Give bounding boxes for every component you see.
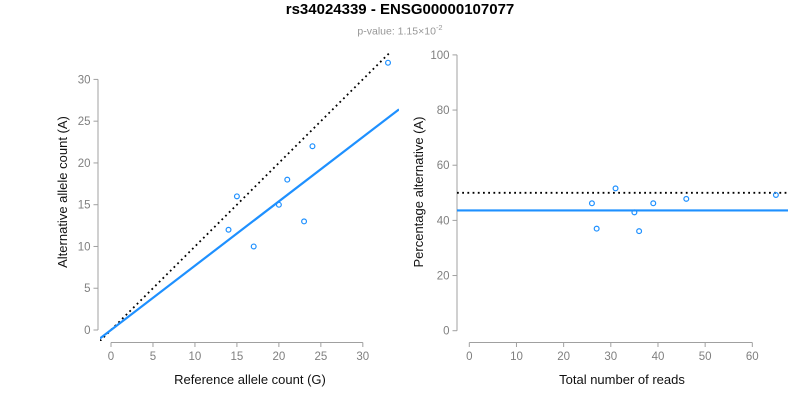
y-tick-label: 10 xyxy=(78,241,91,253)
data-point xyxy=(275,201,282,208)
x-tick-label: 0 xyxy=(108,351,114,363)
p-value-mantissa: 1.15 xyxy=(397,25,419,38)
p-value-base: 10 xyxy=(424,25,436,38)
y-tick-label: 20 xyxy=(78,158,91,170)
right-x-axis-title: Total number of reads xyxy=(559,372,685,387)
x-tick-label: 10 xyxy=(510,351,523,363)
x-tick-label: 50 xyxy=(699,351,712,363)
data-point xyxy=(772,192,779,199)
x-tick-label: 60 xyxy=(746,351,759,363)
data-point xyxy=(284,176,291,183)
data-point xyxy=(683,195,690,202)
data-point xyxy=(385,59,392,66)
y-tick-label: 5 xyxy=(84,283,90,295)
x-tick-label: 20 xyxy=(272,351,285,363)
x-tick-label: 40 xyxy=(652,351,665,363)
data-point xyxy=(225,226,232,233)
data-point xyxy=(612,185,619,192)
y-tick-label: 20 xyxy=(437,271,450,283)
x-tick-label: 30 xyxy=(604,351,617,363)
data-point xyxy=(250,243,257,250)
y-tick-label: 30 xyxy=(78,74,91,86)
data-point xyxy=(650,200,657,207)
y-tick-label: 60 xyxy=(437,160,450,172)
panel-percentage-alternative: 0 20 40 60 80 100 0 10 20 30 40 50 60 xyxy=(430,50,788,363)
p-value-subtitle: p-value: 1.15×10-2 xyxy=(0,21,800,39)
left-y-axis-title: Alternative allele count (A) xyxy=(55,116,70,268)
data-point xyxy=(636,228,643,235)
x-tick-label: 0 xyxy=(466,351,472,363)
data-point xyxy=(233,193,240,200)
y-tick-label: 40 xyxy=(437,215,450,227)
page-title: rs34024339 - ENSG00000107077 xyxy=(285,1,515,18)
y-tick-label: 0 xyxy=(443,326,449,338)
data-point xyxy=(301,218,308,225)
panel-allele-counts: 0 5 10 15 20 25 30 0 5 10 15 20 25 30 xyxy=(78,52,399,363)
y-tick-label: 25 xyxy=(78,116,91,128)
y-tick-label: 0 xyxy=(84,325,90,337)
data-point xyxy=(631,209,638,216)
data-point xyxy=(593,225,600,232)
identity-line xyxy=(100,52,392,341)
data-point xyxy=(309,143,316,150)
x-tick-label: 25 xyxy=(314,351,327,363)
x-tick-label: 10 xyxy=(189,351,202,363)
y-tick-label: 15 xyxy=(78,200,91,212)
x-tick-label: 20 xyxy=(557,351,570,363)
y-tick-label: 80 xyxy=(437,105,450,117)
x-tick-label: 15 xyxy=(231,351,244,363)
right-y-axis-title: Percentage alternative (A) xyxy=(411,116,426,268)
x-tick-label: 5 xyxy=(150,351,156,363)
p-value-times-sign: × xyxy=(418,25,425,38)
left-x-axis-title: Reference allele count (G) xyxy=(174,372,326,387)
y-tick-label: 100 xyxy=(430,50,449,62)
p-value-label: p-value: xyxy=(357,25,398,38)
fit-line xyxy=(100,108,399,340)
p-value-exponent: -2 xyxy=(435,23,443,32)
x-tick-label: 30 xyxy=(356,351,369,363)
data-point xyxy=(588,200,595,207)
